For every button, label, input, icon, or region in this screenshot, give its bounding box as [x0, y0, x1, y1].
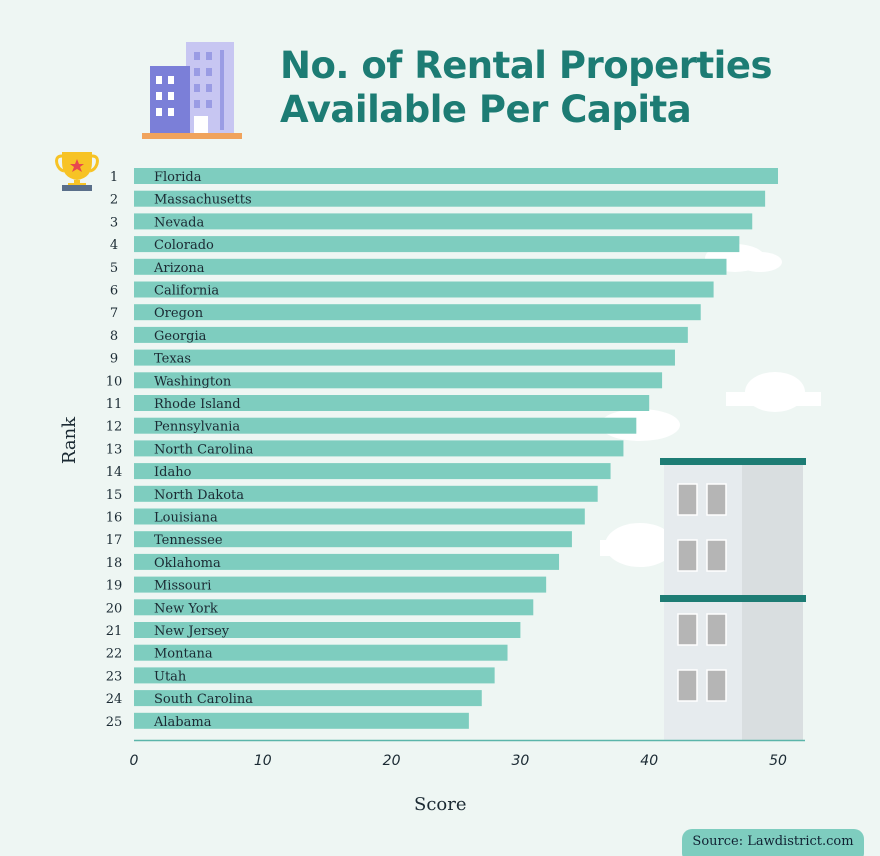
category-label: Missouri — [154, 579, 211, 594]
rank-label: 5 — [110, 261, 118, 276]
y-axis-label: Rank — [59, 416, 81, 465]
bar — [134, 417, 637, 434]
category-label: South Carolina — [154, 692, 253, 707]
bar — [134, 712, 469, 729]
x-tick-label: 30 — [511, 753, 529, 769]
rank-label: 19 — [106, 579, 123, 594]
bar — [134, 236, 740, 253]
rank-label: 25 — [106, 715, 123, 730]
category-label: Louisiana — [154, 511, 218, 526]
category-label: Massachusetts — [154, 193, 252, 208]
rank-label: 2 — [110, 193, 118, 208]
category-label: Tennessee — [154, 533, 223, 548]
rank-label: 4 — [110, 238, 118, 253]
rank-label: 1 — [110, 170, 118, 185]
cloud-icon — [600, 523, 675, 567]
rank-label: 16 — [106, 511, 123, 526]
bar — [134, 258, 727, 275]
apartment-building-illustration — [660, 458, 806, 740]
bar — [134, 667, 495, 684]
rank-label: 10 — [106, 374, 123, 389]
rank-label: 8 — [110, 329, 118, 344]
category-label: New Jersey — [154, 624, 230, 639]
rank-label: 12 — [106, 420, 123, 435]
category-label: Oklahoma — [154, 556, 221, 571]
x-tick-label: 10 — [254, 753, 272, 769]
x-axis-label: Score — [414, 794, 467, 815]
category-label: Washington — [154, 374, 232, 389]
x-tick-label: 20 — [383, 753, 401, 769]
cloud-icon — [726, 372, 821, 412]
office-building-icon — [142, 42, 242, 139]
bar — [134, 326, 688, 343]
bar — [134, 576, 547, 593]
category-label: Idaho — [154, 465, 192, 480]
rank-label: 6 — [110, 284, 118, 299]
rank-label: 18 — [106, 556, 123, 571]
bar — [134, 690, 482, 707]
bar — [134, 281, 714, 298]
bar — [134, 168, 778, 184]
rank-label: 17 — [106, 533, 123, 548]
bar — [134, 531, 572, 548]
category-label: California — [154, 284, 219, 299]
category-label: Pennsylvania — [154, 420, 240, 435]
rank-label: 14 — [106, 465, 123, 480]
category-label: Florida — [154, 170, 202, 185]
category-label: Alabama — [153, 715, 212, 730]
category-label: Colorado — [154, 238, 214, 253]
category-label: Oregon — [154, 306, 204, 321]
category-label: Nevada — [154, 215, 204, 230]
category-label: Georgia — [154, 329, 207, 344]
bar — [134, 190, 766, 207]
rank-label: 23 — [106, 669, 123, 684]
bar — [134, 463, 611, 480]
rank-label: 22 — [106, 647, 123, 662]
bar — [134, 372, 663, 389]
bar — [134, 508, 585, 525]
bar — [134, 622, 521, 638]
category-label: Rhode Island — [154, 397, 241, 412]
bar — [134, 213, 753, 230]
bar — [134, 440, 624, 457]
category-label: North Dakota — [154, 488, 244, 503]
rank-label: 9 — [110, 352, 118, 367]
rank-label: 15 — [106, 488, 123, 503]
category-label: New York — [154, 601, 218, 616]
x-tick-label: 50 — [769, 753, 787, 769]
trophy-icon — [55, 152, 99, 191]
rank-label: 13 — [106, 442, 123, 457]
x-tick-label: 0 — [130, 753, 139, 769]
bar — [134, 485, 598, 502]
bar — [134, 599, 534, 616]
rank-label: 7 — [110, 306, 118, 321]
category-label: Arizona — [153, 261, 205, 276]
category-label: North Carolina — [154, 442, 254, 457]
x-tick-label: 40 — [640, 753, 658, 769]
rank-label: 3 — [110, 215, 118, 230]
chart-title: No. of Rental Properties Available Per C… — [280, 44, 772, 131]
category-label: Montana — [154, 647, 213, 662]
bar — [134, 644, 508, 661]
bar — [134, 395, 650, 411]
source-badge: Source: Lawdistrict.com — [682, 829, 864, 856]
bar — [134, 553, 560, 570]
rank-label: 20 — [106, 601, 123, 616]
category-label: Texas — [154, 352, 191, 367]
rank-label: 24 — [106, 692, 123, 707]
rank-label: 11 — [106, 397, 123, 412]
bar — [134, 349, 675, 366]
category-label: Utah — [154, 669, 187, 684]
bar — [134, 304, 701, 321]
rank-label: 21 — [106, 624, 123, 639]
